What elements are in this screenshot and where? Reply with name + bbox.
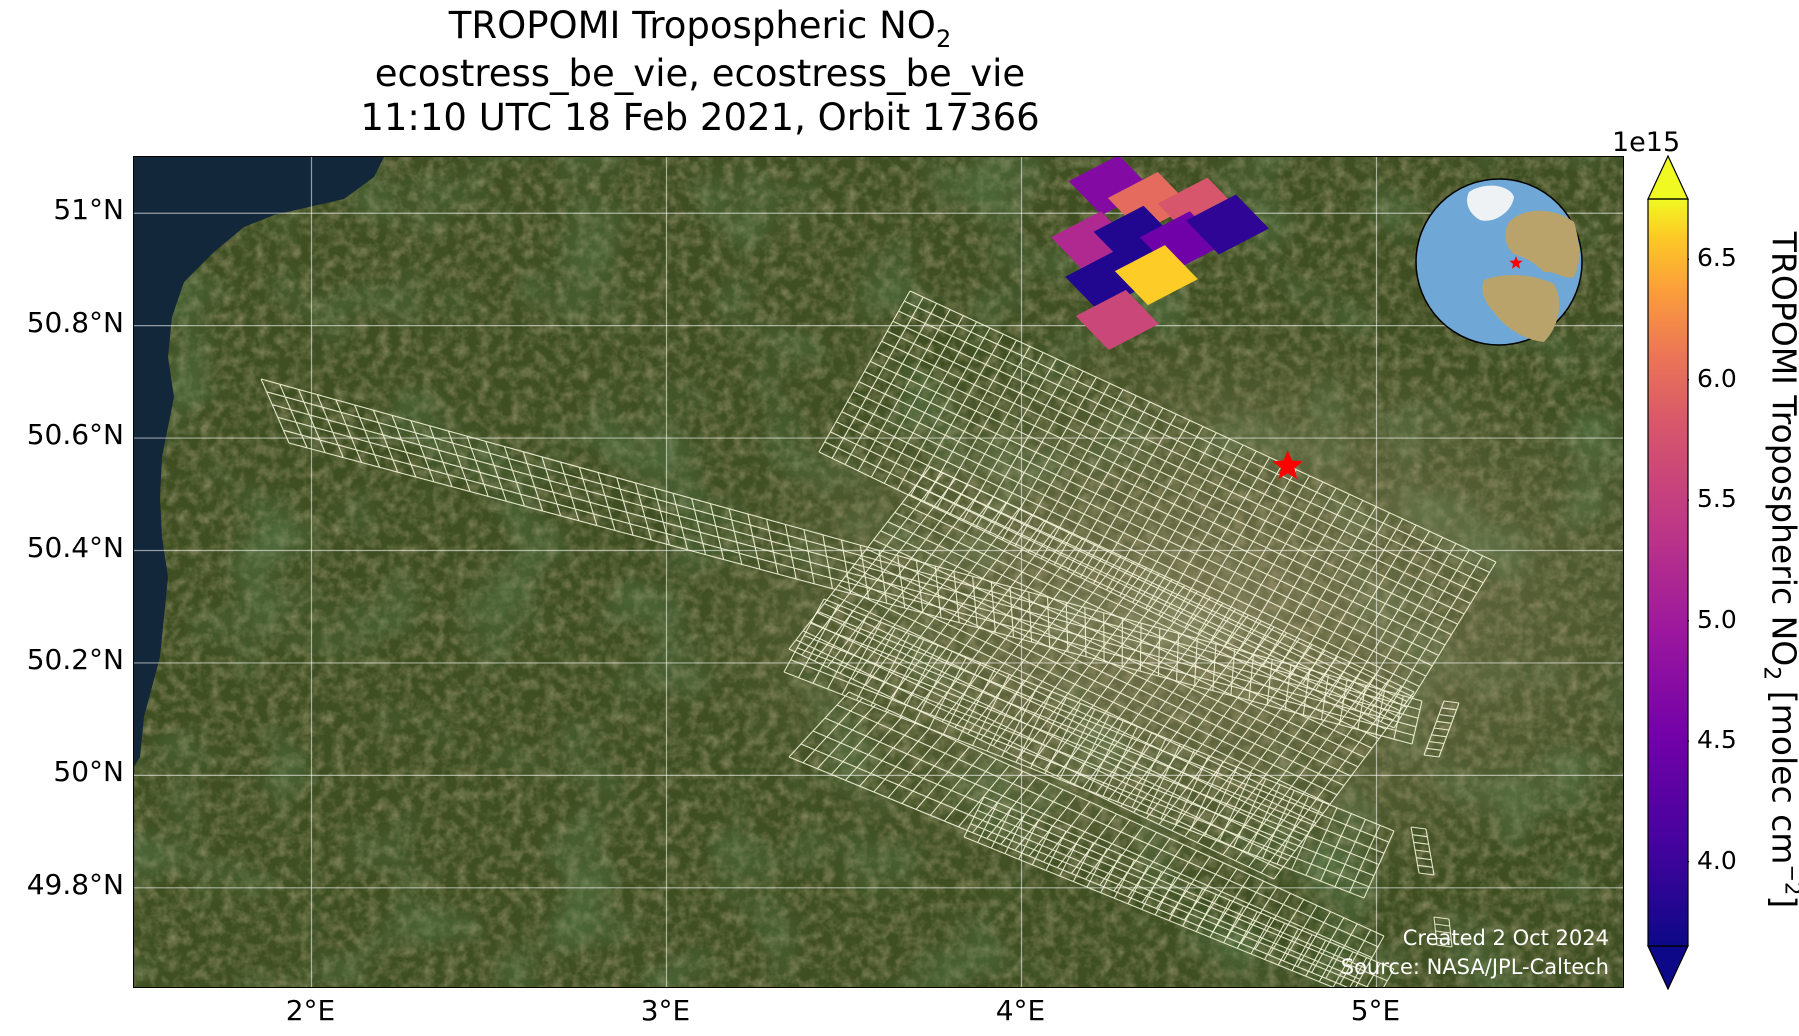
colorbar-gradient — [1648, 199, 1688, 946]
urban-light-zone — [134, 157, 1623, 987]
colorbar-label-superscript: −2 — [1780, 864, 1799, 896]
no2-pixel — [1114, 245, 1198, 306]
title-subscript: 2 — [935, 25, 952, 53]
title-main-text: TROPOMI Tropospheric NO — [448, 4, 936, 47]
inset-globe — [1415, 178, 1583, 346]
lat-tick-label: 50°N — [53, 755, 124, 789]
colorbar-label-subscript: 2 — [1758, 666, 1784, 681]
globe-target-star — [1509, 256, 1523, 269]
colorbar — [1647, 155, 1689, 990]
no2-pixel — [1068, 157, 1152, 216]
colorbar-frame — [1647, 198, 1689, 947]
source-credit-text: Source: NASA/JPL-Caltech — [1340, 955, 1609, 979]
no2-pixels — [1051, 157, 1269, 350]
globe-africa-land — [1482, 275, 1560, 342]
no2-pixel — [1093, 205, 1177, 266]
colorbar-tick-label: 6.0 — [1697, 363, 1737, 393]
colorbar-label-main: TROPOMI Tropospheric NO — [1764, 231, 1799, 667]
footprint-swath — [1410, 826, 1435, 876]
lat-tick-label: 50.6°N — [26, 418, 124, 452]
map-panel[interactable] — [133, 156, 1624, 988]
colorbar-extend-max — [1647, 155, 1689, 200]
title-line-2: ecostress_be_vie, ecostress_be_vie — [374, 52, 1026, 95]
sea-area — [134, 157, 384, 767]
footprint-swath — [963, 796, 1395, 987]
title-line-1: TROPOMI Tropospheric NO2 — [0, 4, 1400, 53]
lat-tick-label: 51°N — [53, 193, 124, 227]
lon-tick-label: 3°E — [640, 994, 691, 1027]
footprint-swath — [788, 466, 1415, 880]
ecostress-footprints — [260, 290, 1497, 987]
colorbar-tick-label: 5.5 — [1697, 484, 1737, 514]
colorbar-tick-label: 4.0 — [1697, 845, 1737, 875]
colorbar-tick-label: 5.0 — [1697, 604, 1737, 634]
lon-tick-label: 4°E — [995, 994, 1046, 1027]
lon-tick-label: 2°E — [285, 994, 336, 1027]
map-title: TROPOMI Tropospheric NO2 ecostress_be_vi… — [0, 4, 1400, 140]
colorbar-label-close: ] — [1765, 895, 1799, 908]
footprint-swath — [818, 290, 1497, 729]
footprint-swath — [783, 598, 1395, 899]
colorbar-label: TROPOMI Tropospheric NO2 [molec cm−2] — [1759, 231, 1799, 908]
lat-tick-label: 49.8°N — [26, 867, 124, 901]
lon-tick-label: 5°E — [1350, 994, 1401, 1027]
title-line-3: 11:10 UTC 18 Feb 2021, Orbit 17366 — [360, 96, 1040, 139]
footprint-swath — [1433, 916, 1453, 948]
globe-greenland — [1467, 185, 1514, 221]
globe-europe-land — [1505, 210, 1580, 278]
lat-tick-label: 50.2°N — [26, 642, 124, 676]
no2-pixel — [1075, 290, 1159, 350]
no2-pixel — [1185, 194, 1269, 255]
lat-tick-label: 50.4°N — [26, 530, 124, 564]
target-star-marker — [1272, 450, 1303, 480]
lat-tick-label: 50.8°N — [26, 305, 124, 339]
colorbar-tick-label: 6.5 — [1697, 243, 1737, 273]
colorbar-label-units: [molec cm — [1764, 690, 1799, 865]
footprint-swath — [260, 378, 1423, 745]
colorbar-exponent: 1e15 — [1612, 127, 1681, 158]
footprint-swath — [1423, 700, 1460, 758]
created-date-text: Created 2 Oct 2024 — [1402, 926, 1609, 950]
map-canvas[interactable] — [134, 157, 1624, 988]
colorbar-tick-label: 4.5 — [1697, 725, 1737, 755]
colorbar-extend-min — [1647, 945, 1689, 990]
